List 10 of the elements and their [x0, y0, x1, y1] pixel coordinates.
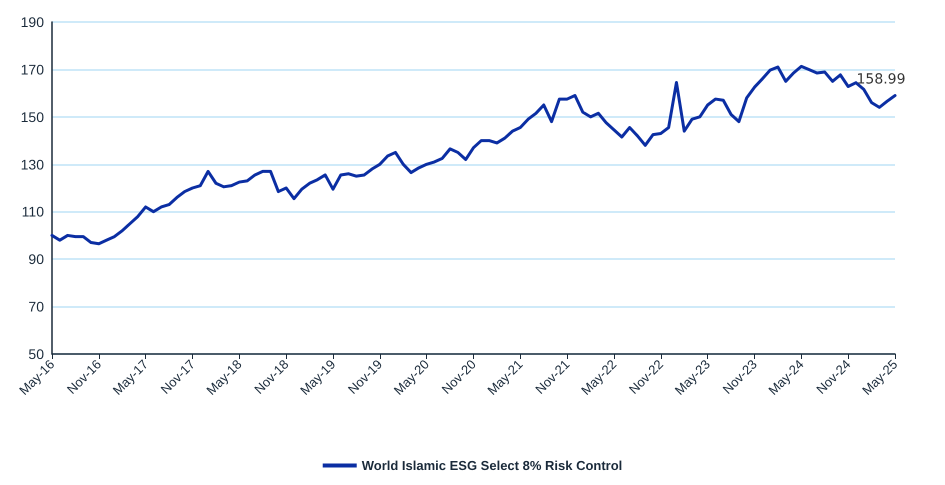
y-tick-label: 110 [22, 204, 44, 220]
y-tick-label: 90 [28, 251, 44, 268]
y-tick-label: 190 [20, 14, 44, 30]
y-tick-label: 150 [20, 108, 44, 125]
y-tick-label: 70 [28, 298, 44, 315]
y-tick-label: 170 [20, 61, 44, 78]
y-tick-label: 130 [20, 156, 44, 172]
y-tick-label: 50 [28, 346, 44, 362]
data-label: 158.99 [856, 72, 906, 88]
legend-label: World Islamic ESG Select 8% Risk Control [362, 458, 622, 473]
